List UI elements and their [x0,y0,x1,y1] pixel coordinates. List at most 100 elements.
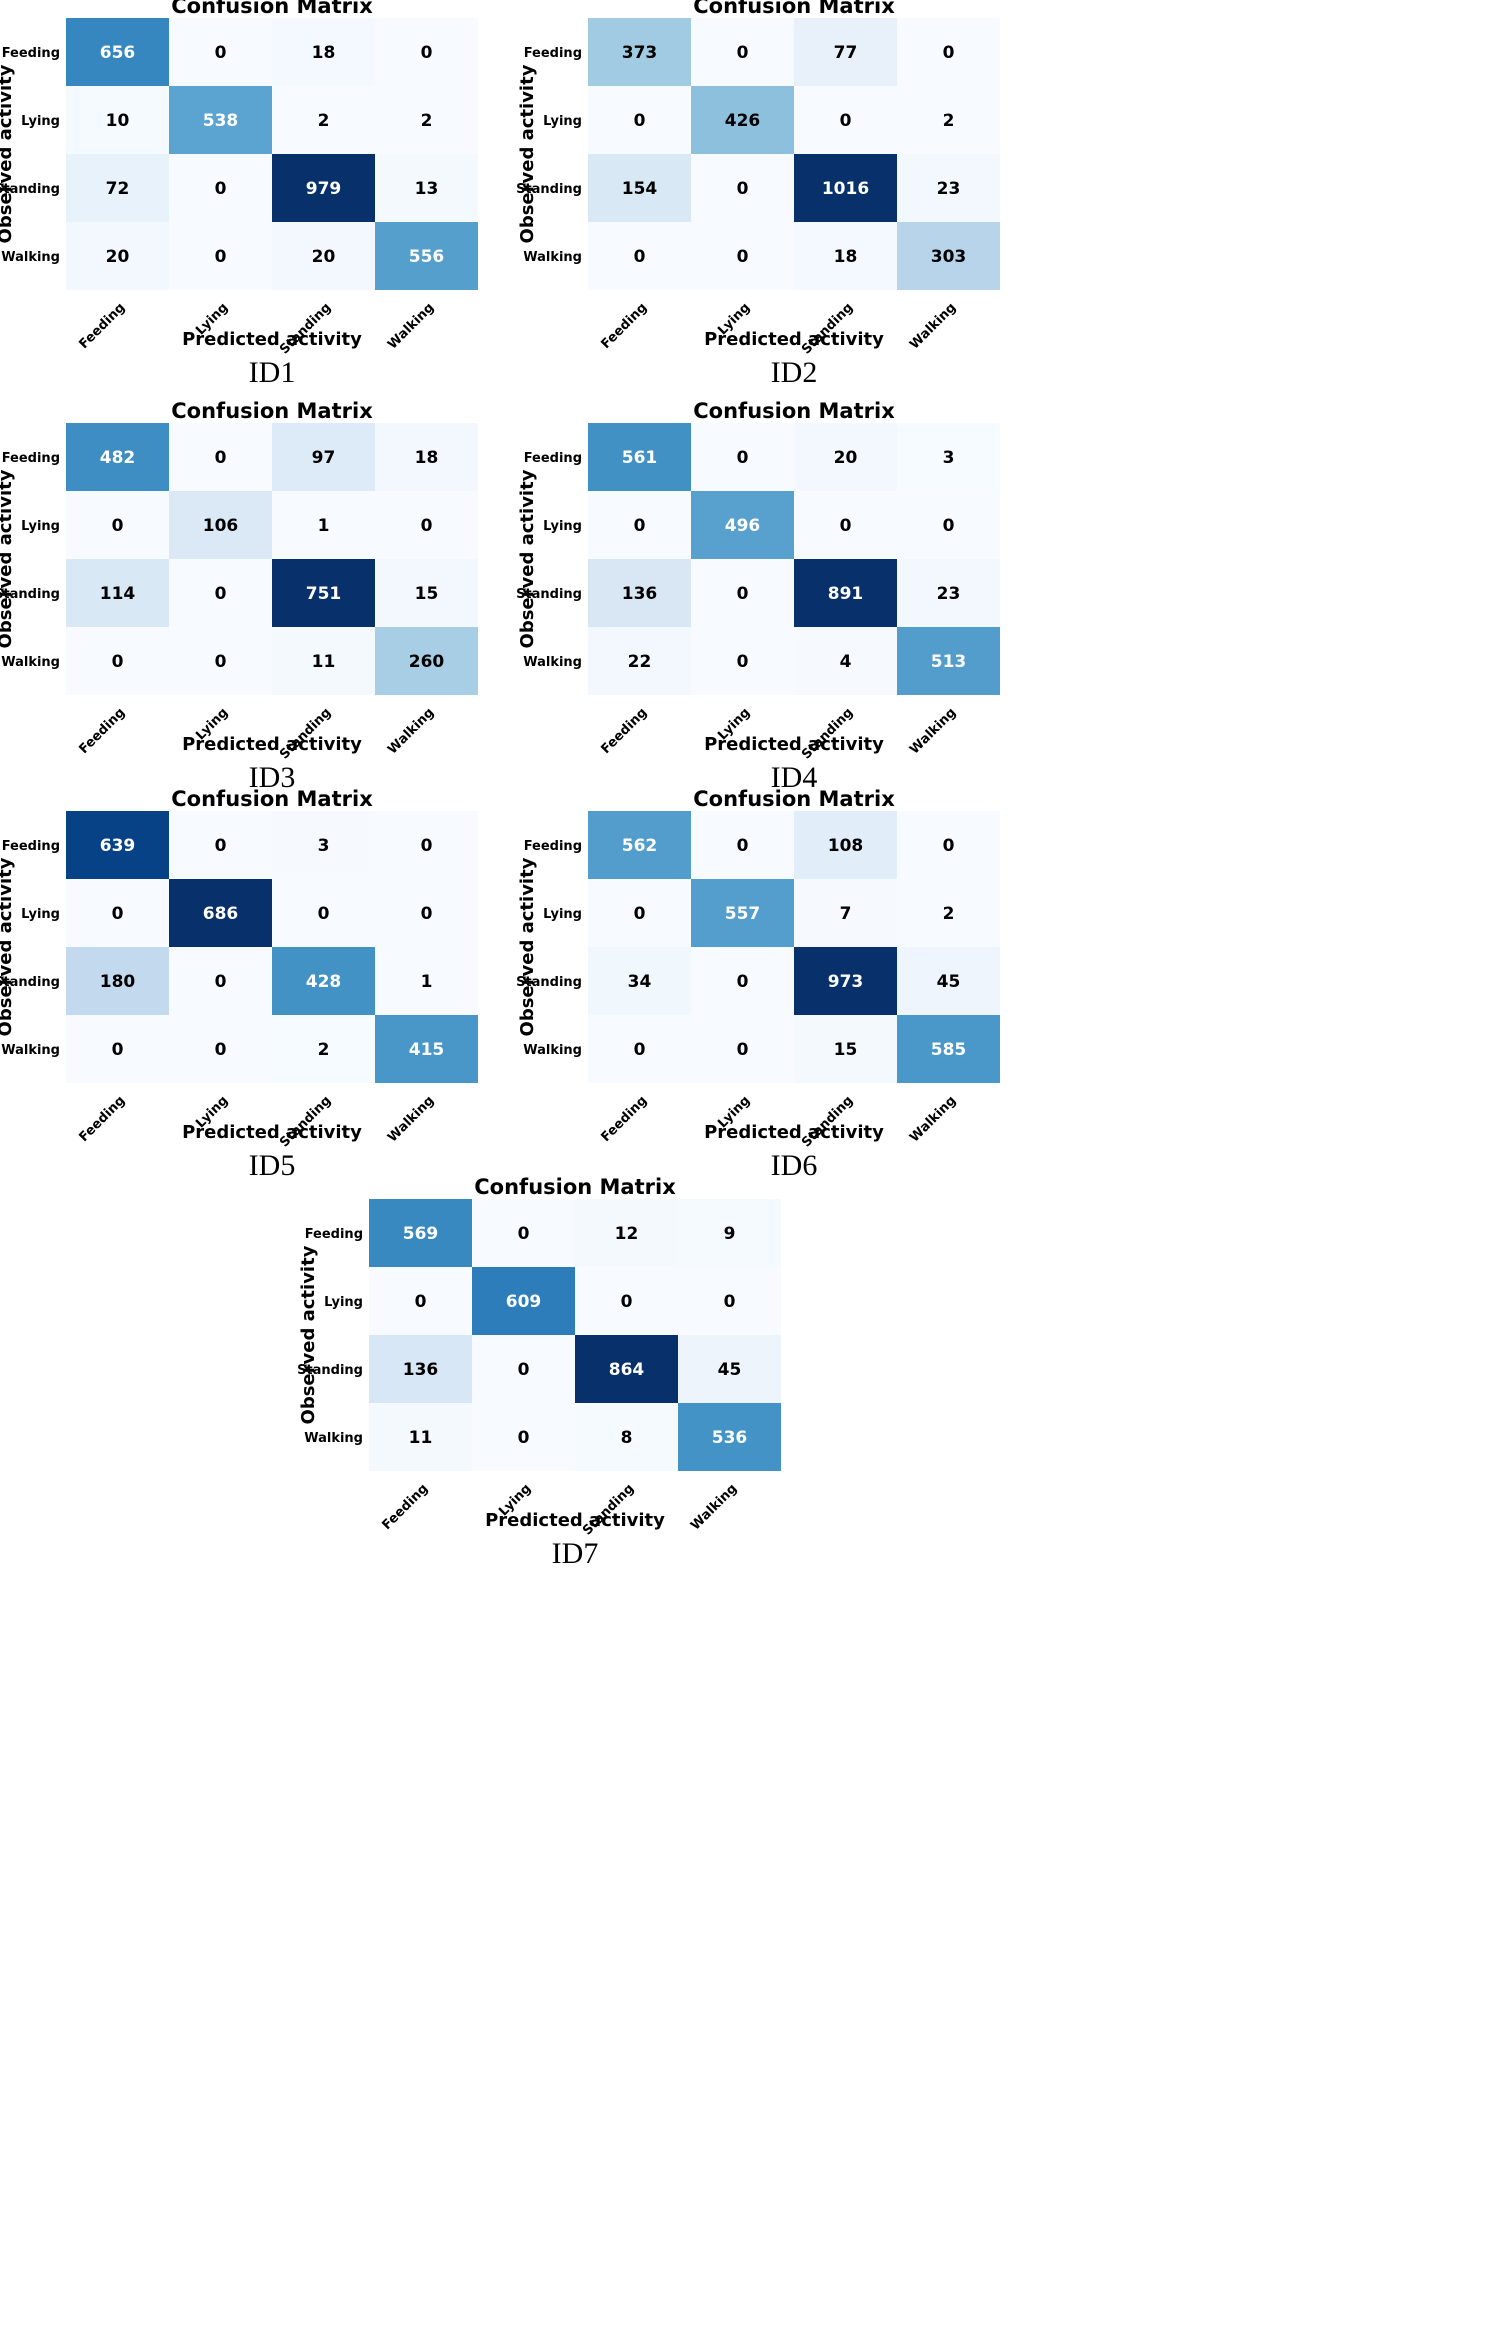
heatmap-cell [369,1403,472,1471]
cell-value-label: 0 [215,584,227,604]
heatmap-cell [272,222,375,290]
cell-value-label: 180 [100,972,136,992]
cell-value-label: 0 [215,448,227,468]
cell-value-label: 20 [106,247,130,267]
cell-value-label: 0 [112,516,124,536]
y-tick-label: Standing [0,587,60,602]
cell-value-label: 979 [306,179,342,199]
panel-caption: ID7 [552,1537,599,1570]
cell-value-label: 0 [518,1224,530,1244]
cell-value-label: 639 [100,836,136,856]
x-axis-label: Predicted activity [485,1510,665,1531]
x-tick-label: Walking [385,705,437,757]
chart-title: Confusion Matrix [693,787,895,811]
heatmap-cell [691,491,794,559]
cell-value-label: 2 [421,111,433,131]
heatmap-cell [272,1015,375,1083]
heatmap-cell [169,879,272,947]
y-tick-label: Lying [543,114,582,129]
cell-value-label: 0 [421,516,433,536]
heatmap-cell [897,947,1000,1015]
heatmap-cell [66,1015,169,1083]
cell-value-label: 108 [828,836,864,856]
y-tick-label: Lying [543,519,582,534]
cell-value-label: 536 [712,1428,748,1448]
cell-value-label: 18 [834,247,858,267]
y-tick-label: Walking [1,250,60,265]
heatmap-cell [897,1015,1000,1083]
y-tick-label: Standing [297,1363,363,1378]
confusion-matrix-panel-1: Confusion Matrix 656 0 18 0 10 538 2 2 72 0 979 13 20… [0,0,478,389]
cell-value-label: 18 [312,43,336,63]
cell-value-label: 1 [421,972,433,992]
heatmap-cell [794,811,897,879]
x-tick-label: Walking [385,1093,437,1145]
heatmap-cell [794,154,897,222]
x-tick-label: Feeding [76,705,128,757]
heatmap-cell [575,1267,678,1335]
cell-value-label: 426 [725,111,761,131]
heatmap-cell [169,627,272,695]
cell-value-label: 136 [622,584,658,604]
heatmap-cell [169,947,272,1015]
cell-value-label: 864 [609,1360,645,1380]
heatmap-cell [691,154,794,222]
cell-value-label: 0 [737,43,749,63]
y-axis-label: Observed activity [0,857,16,1036]
y-axis-label: Observed activity [298,1245,319,1424]
heatmap-cell [794,947,897,1015]
cell-value-label: 0 [737,179,749,199]
y-tick-label: Walking [523,250,582,265]
x-tick-label: Feeding [598,705,650,757]
heatmap-cell [794,86,897,154]
cell-value-label: 538 [203,111,239,131]
cell-value-label: 562 [622,836,658,856]
panel-caption: ID6 [771,1149,818,1182]
heatmap-cell [375,559,478,627]
heatmap-cell [897,879,1000,947]
heatmap-cell [272,491,375,559]
cell-value-label: 7 [840,904,852,924]
y-tick-label: Lying [324,1295,363,1310]
cell-value-label: 556 [409,247,445,267]
heatmap-cell [169,559,272,627]
confusion-matrix-panel-2: Confusion Matrix 373 0 77 0 0 426 0 2 154 0 1016 23 0… [516,0,1000,389]
cell-value-label: 23 [937,179,961,199]
confusion-matrix-panel-6: Confusion Matrix 562 0 108 0 0 557 7 2 34 0 973 45 0 0… [516,787,1000,1182]
chart-title: Confusion Matrix [171,787,373,811]
heatmap-cell [678,1335,781,1403]
x-axis-label: Predicted activity [182,1122,362,1143]
heatmap-cell [897,627,1000,695]
cell-value-label: 0 [112,904,124,924]
heatmap-cell [66,947,169,1015]
cell-value-label: 891 [828,584,864,604]
confusion-matrix-panel-4: Confusion Matrix 561 0 20 3 0 496 0 0 136 0 891 23 22… [516,399,1000,794]
heatmap-cell [272,86,375,154]
heatmap-cell [794,559,897,627]
heatmap-cell [794,18,897,86]
panel-caption: ID3 [249,761,296,794]
heatmap-cell [678,1403,781,1471]
cell-value-label: 0 [737,247,749,267]
heatmap-cell [588,18,691,86]
heatmap-cell [472,1403,575,1471]
x-tick-label: Walking [907,705,959,757]
y-tick-label: Feeding [2,46,60,61]
heatmap-cell [375,423,478,491]
cell-value-label: 415 [409,1040,445,1060]
heatmap-cell [66,879,169,947]
heatmap-cell [66,627,169,695]
x-tick-label: Feeding [76,1093,128,1145]
heatmap-cell [794,423,897,491]
heatmap-cell [794,627,897,695]
cell-value-label: 513 [931,652,967,672]
chart-title: Confusion Matrix [693,399,895,423]
y-tick-label: Standing [516,587,582,602]
heatmap-cell [678,1199,781,1267]
heatmap-cell [272,18,375,86]
cell-value-label: 0 [421,904,433,924]
heatmap-cell [66,86,169,154]
heatmap-cell [691,18,794,86]
